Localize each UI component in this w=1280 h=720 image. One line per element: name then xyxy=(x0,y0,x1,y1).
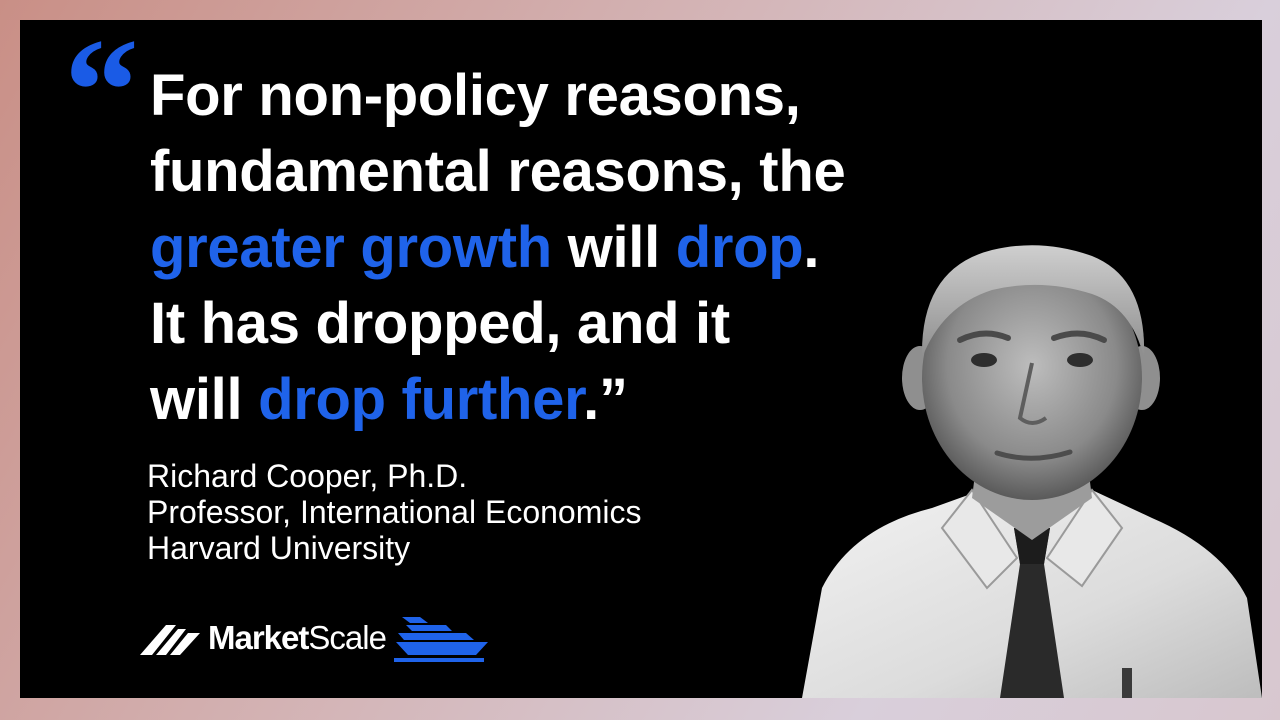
quote-line-3-end: . xyxy=(803,215,820,280)
brand-name: MarketScale xyxy=(208,619,387,657)
speaker-title: Professor, International Economics xyxy=(147,494,642,530)
quote-highlight-drop-further: drop further xyxy=(258,367,584,432)
attribution: Richard Cooper, Ph.D. Professor, Interna… xyxy=(147,458,641,566)
quote-line-3: greater growth will drop. xyxy=(150,210,970,286)
speaker-organization: Harvard University xyxy=(147,530,411,566)
open-quote-mark: “ xyxy=(64,20,139,174)
close-quote-mark: ” xyxy=(598,367,628,432)
quote-highlight-growth: greater growth xyxy=(150,215,552,280)
market-scale-mark-icon xyxy=(140,625,200,655)
speaker-name: Richard Cooper, Ph.D. xyxy=(147,458,468,494)
quote-line-1: For non-policy reasons, xyxy=(150,63,801,128)
brand-logo: MarketScale xyxy=(140,610,490,666)
brand-name-part1: Market xyxy=(208,619,309,656)
quote-line-5-end: . xyxy=(583,367,599,432)
quote-line-5-start: will xyxy=(150,367,259,432)
quote-line-2: fundamental reasons, the xyxy=(150,139,846,204)
quote-line-4: It has dropped, and it xyxy=(150,291,730,356)
quote-text: For non-policy reasons, fundamental reas… xyxy=(150,58,970,438)
brand-name-part2: Scale xyxy=(308,619,387,656)
speaker-portrait xyxy=(792,228,1262,698)
quote-line-3-mid: will xyxy=(551,215,676,280)
quote-highlight-drop: drop xyxy=(675,215,804,280)
quote-card: “ For non-policy reasons, fundamental re… xyxy=(20,20,1262,698)
portrait-image xyxy=(802,245,1262,698)
quote-line-5: will drop further.” xyxy=(150,362,970,438)
ship-icon xyxy=(393,617,488,662)
